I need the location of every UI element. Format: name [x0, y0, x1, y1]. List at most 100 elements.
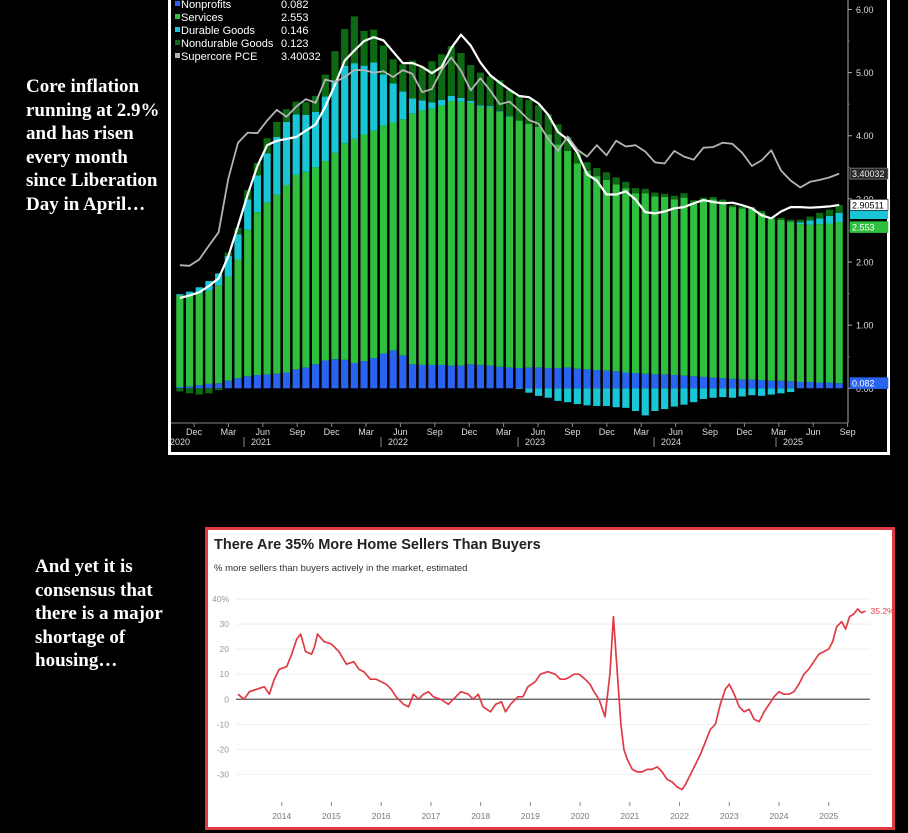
bar-durable-goods — [234, 234, 242, 260]
chart2-x-tick-label: 2023 — [720, 811, 739, 821]
bar-services — [379, 125, 388, 354]
bar-nonprofits — [457, 365, 465, 389]
bar-nondurable-goods — [185, 388, 194, 394]
chart1-x-tick-label: Jun — [806, 427, 821, 437]
chart2-y-tick-label: 10 — [220, 669, 230, 679]
bar-nonprofits — [496, 366, 504, 389]
bar-nondurable-goods — [215, 388, 223, 391]
bar-services — [699, 200, 708, 377]
bar-nonprofits — [777, 380, 785, 389]
bar-nondurable-goods — [690, 200, 698, 204]
legend-swatch — [175, 40, 180, 45]
bar-services — [418, 110, 426, 365]
bar-durable-goods — [767, 388, 775, 395]
bar-durable-goods — [631, 388, 640, 412]
chart2-y-tick-label: -10 — [217, 719, 230, 729]
bar-nonprofits — [612, 371, 620, 389]
chart2-x-tick-label: 2022 — [670, 811, 689, 821]
bar-durable-goods — [379, 74, 388, 126]
legend-label: Supercore PCE — [181, 51, 257, 63]
bar-nonprofits — [331, 359, 339, 389]
chart1-x-tick-label: Dec — [186, 427, 203, 437]
bar-durable-goods — [195, 287, 203, 294]
bar-nonprofits — [253, 375, 262, 389]
right-label-box — [849, 199, 889, 211]
bar-nondurable-goods — [544, 114, 552, 135]
bar-nondurable-goods — [593, 167, 601, 177]
bar-nondurable-goods — [816, 212, 824, 219]
bar-durable-goods — [360, 65, 368, 135]
bar-durable-goods — [447, 95, 455, 102]
bar-durable-goods — [408, 98, 417, 114]
bar-services — [224, 276, 232, 381]
bar-nonprofits — [176, 387, 184, 389]
bar-services — [341, 143, 349, 360]
bar-services — [447, 101, 455, 366]
bar-durable-goods — [457, 97, 465, 102]
legend-swatch — [175, 27, 180, 32]
bar-services — [748, 208, 756, 380]
bar-services — [215, 285, 223, 384]
chart1-x-tick-label: Jun — [668, 427, 683, 437]
bar-durable-goods — [292, 114, 300, 175]
core-pce-contributions-chart: 6.005.004.003.002.001.000.00Nonprofits0.… — [168, 0, 890, 455]
bar-services — [622, 188, 630, 373]
bar-durable-goods — [534, 388, 543, 396]
chart1-year-label: 2023 — [525, 437, 545, 447]
bar-nonprofits — [767, 380, 775, 389]
bar-nonprofits — [835, 383, 843, 389]
bar-services — [350, 138, 358, 364]
bar-nondurable-goods — [302, 102, 310, 115]
bar-nonprofits — [602, 370, 611, 389]
chart1-x-tick-label: Sep — [427, 427, 443, 437]
bar-nondurable-goods — [796, 219, 804, 223]
bar-nonprofits — [389, 350, 397, 389]
chart1-x-tick-label: Dec — [736, 427, 753, 437]
bar-services — [757, 212, 766, 381]
bar-nonprofits — [573, 368, 581, 389]
bar-nonprofits — [428, 364, 436, 389]
chart2-x-tick-label: 2025 — [819, 811, 838, 821]
bar-nondurable-goods — [496, 80, 504, 112]
bar-nonprofits — [476, 364, 485, 389]
bar-nondurable-goods — [234, 227, 242, 235]
bar-nonprofits — [224, 380, 232, 389]
chart1-x-tick-label: Jun — [531, 427, 546, 437]
bar-services — [505, 116, 514, 368]
line-supercore-pce — [179, 56, 840, 267]
bar-nonprofits — [544, 368, 552, 389]
chart2-x-tick-label: 2016 — [372, 811, 391, 821]
bar-services — [476, 106, 485, 365]
chart1-x-tick-label: Dec — [324, 427, 341, 437]
right-label-box — [849, 167, 889, 180]
bar-services — [515, 120, 523, 369]
bar-services — [796, 224, 804, 382]
chart2-y-tick-label: -20 — [217, 744, 230, 754]
bar-nondurable-goods — [534, 105, 543, 127]
bar-durable-goods — [467, 101, 475, 103]
bar-services — [486, 107, 494, 366]
bar-nonprofits — [263, 374, 271, 389]
bar-durable-goods — [505, 116, 514, 117]
bar-durable-goods — [777, 388, 785, 394]
bar-services — [467, 102, 475, 365]
home-sellers-chart-subtitle: % more sellers than buyers actively in t… — [214, 563, 468, 574]
bar-durable-goods — [428, 102, 436, 109]
line-core-pce — [179, 33, 840, 300]
bar-durable-goods — [564, 388, 572, 403]
chart1-legend-bg — [171, 0, 329, 64]
bar-services — [690, 203, 698, 377]
chart1-x-tick-label: Mar — [496, 427, 512, 437]
bar-nondurable-goods — [554, 124, 562, 145]
bar-services — [738, 208, 746, 380]
legend-value: 2.553 — [281, 12, 309, 24]
chart2-y-tick-label: 20 — [220, 644, 230, 654]
bar-nondurable-goods — [505, 90, 514, 117]
bar-nonprofits — [282, 372, 291, 389]
bar-durable-goods — [593, 388, 601, 406]
bar-nonprofits — [564, 367, 572, 389]
bar-services — [428, 108, 436, 365]
legend-swatch — [175, 14, 180, 19]
bar-services — [234, 259, 242, 379]
bar-services — [631, 193, 640, 374]
